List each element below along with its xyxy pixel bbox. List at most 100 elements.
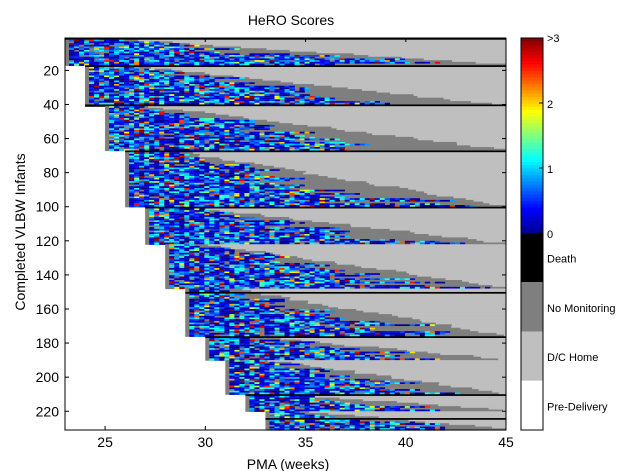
score-cell (329, 199, 335, 203)
score-cell (219, 283, 225, 286)
score-cell (109, 102, 115, 106)
score-cell (144, 201, 150, 204)
score-cell (379, 286, 386, 290)
score-cell (89, 53, 95, 56)
heatmap-row (145, 234, 506, 237)
score-cell (309, 131, 315, 135)
score-cell (204, 266, 210, 269)
score-cell (229, 283, 235, 286)
score-cell (284, 187, 290, 191)
score-cell (124, 94, 130, 97)
score-cell (139, 187, 145, 191)
score-cell (174, 244, 180, 247)
score-cell (324, 97, 330, 100)
score-cell (239, 302, 245, 305)
score-cell (229, 186, 235, 189)
score-cell (244, 280, 250, 283)
score-cell (309, 61, 315, 65)
score-cell (304, 285, 310, 288)
score-cell (164, 94, 170, 97)
score-cell (179, 49, 185, 53)
score-cell (199, 170, 205, 174)
score-cell (214, 251, 220, 254)
score-cell (204, 77, 210, 80)
score-cell (224, 131, 230, 135)
score-cell (194, 99, 200, 102)
score-cell (314, 199, 320, 203)
score-cell (204, 145, 210, 148)
score-cell (279, 230, 285, 233)
score-cell (134, 184, 140, 187)
score-cell (134, 46, 140, 49)
score-cell (294, 141, 300, 145)
score-cell (224, 227, 230, 230)
score-cell (114, 126, 120, 129)
score-cell (299, 310, 305, 313)
score-cell (99, 102, 105, 106)
no-monitoring-segment (185, 315, 398, 319)
score-cell (124, 61, 130, 65)
score-cell (149, 61, 155, 65)
score-cell (179, 85, 185, 89)
score-cell (264, 261, 270, 264)
score-cell (204, 211, 210, 215)
score-cell (224, 53, 230, 56)
score-cell (169, 48, 175, 51)
score-cell (239, 191, 245, 194)
score-cell (189, 280, 195, 283)
score-cell (174, 121, 180, 124)
score-cell (239, 264, 245, 267)
score-cell (254, 147, 260, 150)
score-cell (139, 167, 145, 170)
score-cell (94, 82, 100, 85)
score-cell (179, 230, 185, 233)
score-cell (179, 222, 185, 225)
score-cell (279, 179, 285, 182)
score-cell (149, 48, 155, 51)
score-cell (214, 264, 220, 267)
score-cell (214, 302, 220, 305)
score-cell (284, 184, 290, 187)
score-cell (224, 298, 230, 302)
score-cell (219, 89, 225, 92)
score-cell (219, 269, 225, 273)
score-cell (179, 244, 185, 247)
score-cell (219, 77, 225, 80)
score-cell (189, 176, 195, 179)
score-cell (209, 141, 215, 145)
score-cell (279, 55, 285, 58)
score-cell (184, 97, 190, 100)
score-cell (154, 102, 160, 106)
dc-home-segment (290, 297, 506, 300)
score-cell (189, 170, 195, 174)
score-cell (184, 53, 190, 56)
score-cell (299, 315, 305, 319)
score-cell (229, 181, 235, 184)
heatmap-row (85, 65, 506, 68)
heatmap-row (165, 251, 506, 254)
heatmap-row (165, 254, 506, 257)
score-cell (174, 84, 180, 87)
score-cell (199, 191, 205, 194)
score-cell (164, 176, 170, 179)
score-cell (169, 281, 175, 285)
score-cell (234, 147, 240, 150)
score-cell (289, 308, 295, 312)
score-cell (269, 53, 275, 56)
score-cell (129, 90, 135, 94)
score-cell (194, 176, 200, 179)
score-cell (204, 247, 210, 250)
score-cell (224, 133, 230, 136)
score-cell (354, 281, 360, 285)
score-cell (174, 237, 180, 240)
score-cell (404, 240, 411, 244)
score-cell (204, 256, 210, 259)
score-cell (289, 199, 295, 203)
score-cell (134, 172, 140, 175)
score-cell (174, 251, 180, 254)
score-cell (279, 189, 285, 192)
score-cell (254, 126, 260, 129)
score-cell (99, 46, 105, 49)
score-cell (134, 41, 140, 44)
dc-home-segment (208, 244, 506, 247)
